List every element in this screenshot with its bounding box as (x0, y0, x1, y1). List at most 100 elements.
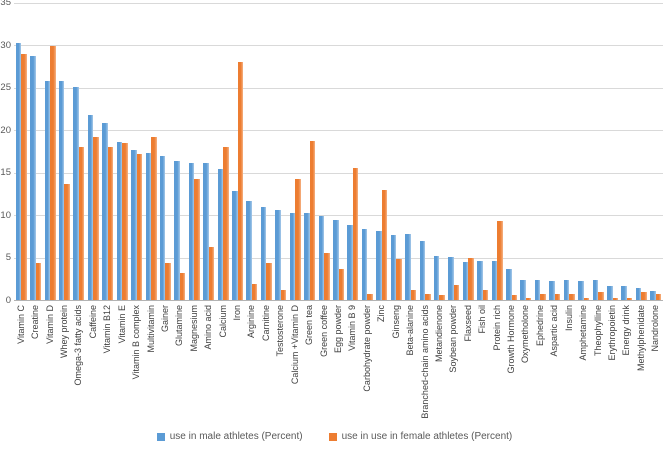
gridline (14, 257, 663, 259)
male-bar-iron (232, 191, 238, 300)
male-bar-theophylline (592, 279, 599, 300)
male-bar-creatine (30, 56, 36, 300)
female-bar-fish-oil (482, 289, 489, 300)
male-bar-whey-protein (58, 80, 65, 300)
female-bar-carnitine (266, 263, 272, 300)
x-axis-category-label: Vitamin B complex (131, 305, 142, 380)
x-axis-category-label: Calcium +Vitamin D (289, 305, 300, 385)
x-axis-category-label: Fish oil (477, 305, 488, 334)
female-bar-beta-alanine (410, 289, 417, 300)
x-axis-category-label: Methylphenidate (635, 305, 646, 372)
gridline (14, 130, 663, 131)
male-bar-branched-chain-amino-acids (419, 241, 426, 300)
female-bar-amphetamine (583, 298, 590, 300)
x-axis-category-label: Beta-alanine (405, 305, 416, 356)
y-axis-tick-label: 10 (0, 209, 11, 221)
x-axis-category-label: Glutamine (174, 305, 185, 347)
female-bar-testosterone (280, 289, 287, 300)
female-bar-ginseng (396, 259, 402, 300)
x-axis-category-label: Theophylline (592, 305, 603, 357)
x-axis-category-label: Flaxseed (462, 305, 473, 342)
female-bar-arginine (251, 283, 258, 300)
female-bar-multivitamin (151, 136, 157, 300)
female-bar-growth-hormone (511, 294, 518, 300)
male-bar-insulin (563, 280, 570, 300)
male-bar-calcium (217, 169, 224, 300)
gridline (14, 2, 663, 4)
female-bar-magnesium (194, 179, 200, 300)
female-bar-theophylline (598, 291, 604, 300)
x-axis-category-label: Calcium (217, 305, 228, 338)
female-bar-ephedrine (540, 294, 546, 300)
female-bar-glutamine (179, 272, 186, 300)
x-axis-category-label: Amphetamine (578, 305, 589, 361)
x-axis-category-label: Gainer (159, 305, 170, 333)
female-bar-erythropoietin (612, 298, 619, 300)
x-axis-category-label: Insulin (563, 305, 574, 332)
female-bar-vitamin-b12 (107, 147, 114, 300)
male-bar-protein-rich (491, 260, 498, 300)
male-bar-vitamin-d (44, 80, 51, 300)
male-bar-egg-powder (333, 220, 339, 300)
female-bar-vitamin-b-9 (352, 168, 359, 300)
male-bar-multivitamin (145, 152, 151, 300)
male-bar-gainer (159, 156, 166, 300)
male-bar-glutamine (174, 160, 180, 300)
male-bar-carnitine (260, 206, 267, 300)
female-bar-carbohydrate-powder (367, 294, 373, 300)
female-bar-protein-rich (497, 220, 503, 300)
female-bar-omega-3-fatty-acids (78, 147, 85, 300)
x-axis-category-label: Metandienone (433, 305, 444, 363)
male-bar-nandrolone (650, 290, 656, 300)
male-bar-vitamin-e (116, 141, 123, 300)
female-bar-vitamin-b-complex (136, 153, 143, 300)
x-axis-category-label: Amino acid (203, 305, 214, 350)
x-axis-category-label: Green coffee (318, 305, 329, 357)
x-axis-category-label: Branched-chain amino acids (419, 305, 430, 419)
male-bar-arginine (246, 200, 252, 300)
x-axis-category-label: Iron (232, 305, 243, 321)
x-axis-category-label: Carnitine (260, 305, 271, 342)
x-axis-category-label: Aspartic acid (549, 305, 560, 357)
x-axis-category-label: Ginseng (390, 305, 401, 339)
x-axis-category-label: Vitamin C (15, 305, 26, 344)
female-bar-aspartic-acid (554, 294, 561, 300)
female-series-swatch-icon (328, 432, 337, 441)
y-axis-tick-label: 35 (0, 0, 11, 8)
x-axis-category-label: Magnesium (188, 305, 199, 352)
x-axis-line (14, 300, 663, 301)
male-bar-caffeine (87, 114, 94, 300)
x-axis-category-label: Creatine (30, 305, 41, 340)
x-axis-category-label: Vitamin D (44, 305, 55, 344)
female-bar-caffeine (93, 136, 99, 300)
female-bar-branched-chain-amino-acids (425, 294, 431, 300)
y-axis-tick-label: 30 (0, 39, 11, 51)
female-bar-green-tea (309, 141, 316, 300)
x-axis-category-label: Multivitamin (145, 305, 156, 353)
male-bar-amphetamine (578, 281, 584, 300)
female-bar-vitamin-d (50, 45, 56, 300)
y-axis-tick-label: 5 (5, 252, 11, 263)
x-axis-category-label: Protein rich (491, 305, 502, 351)
female-bar-creatine (35, 262, 42, 300)
male-bar-omega-3-fatty-acids (73, 86, 79, 300)
male-series-swatch-icon (156, 432, 165, 441)
female-bar-methylphenidate (641, 292, 647, 300)
male-bar-flaxseed (462, 261, 469, 300)
female-bar-green-coffee (324, 253, 330, 300)
x-axis-category-label: Arginine (246, 305, 257, 339)
male-bar-magnesium (188, 163, 195, 300)
x-axis-category-label: Erythropoietin (607, 305, 618, 361)
female-bar-calcium (223, 147, 229, 300)
male-bar-zinc (376, 231, 382, 300)
y-axis-tick-label: 15 (0, 167, 11, 178)
x-axis-category-label: Nandrolone (650, 305, 661, 352)
male-bar-erythropoietin (607, 286, 613, 300)
x-axis-category-label: Soybean powder (448, 305, 459, 373)
female-bar-energy-drink (626, 298, 633, 300)
male-bar-soybean-powder (448, 256, 454, 300)
legend-entry-female: use in use in female athletes (Percent) (328, 431, 512, 442)
gridline (14, 215, 663, 216)
female-bar-egg-powder (338, 268, 344, 300)
